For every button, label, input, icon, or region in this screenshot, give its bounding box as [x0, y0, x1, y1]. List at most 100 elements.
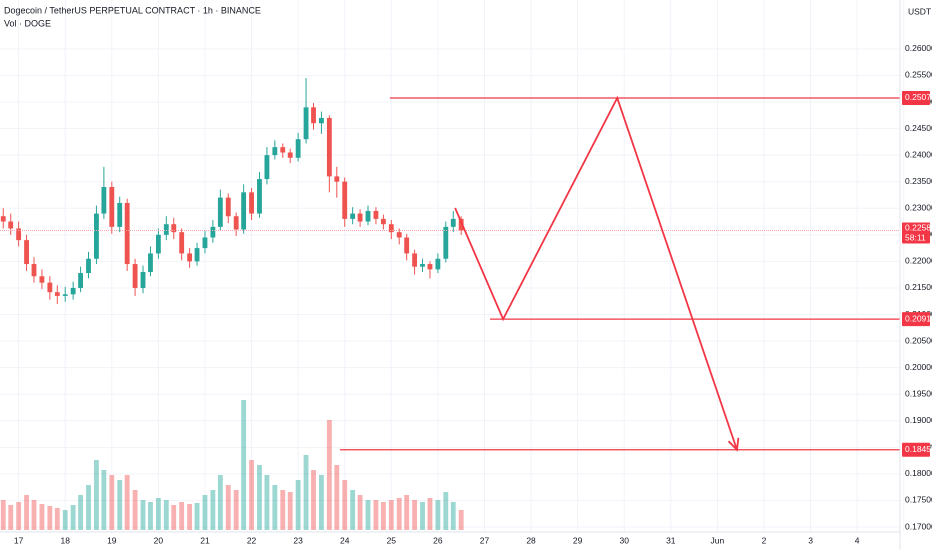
volume-bar — [101, 470, 107, 530]
level-label: 0.20913 — [905, 313, 932, 323]
candle-body — [264, 155, 270, 180]
volume-bar — [458, 510, 464, 530]
volume-bar — [365, 500, 371, 530]
x-tick-label: 27 — [480, 535, 490, 545]
candle-body — [210, 226, 216, 238]
x-tick-label: 18 — [60, 535, 70, 545]
candle-body — [124, 202, 130, 265]
candle-body — [311, 107, 316, 124]
x-tick-label: 2 — [762, 535, 767, 545]
x-tick-label: 29 — [573, 535, 583, 545]
candle-body — [420, 264, 425, 267]
candle-body — [8, 221, 14, 229]
x-tick-label: Jun — [711, 535, 725, 545]
candle-body — [47, 282, 53, 293]
candle-body — [132, 264, 138, 288]
candle-body — [342, 181, 348, 219]
volume-bar — [54, 508, 60, 530]
volume-bar — [194, 503, 200, 530]
volume-bar — [249, 460, 254, 530]
candle-body — [54, 292, 60, 296]
volume-layer — [0, 400, 464, 530]
volume-legend: Vol · DOGE — [4, 18, 51, 28]
volume-bar — [287, 492, 293, 530]
x-tick-label: 22 — [247, 535, 257, 545]
chart-title: Dogecoin / TetherUS PERPETUAL CONTRACT ·… — [4, 5, 261, 15]
candle-body — [450, 218, 456, 227]
volume-bar — [396, 498, 402, 530]
candle-body — [365, 210, 371, 222]
candle-body — [225, 197, 231, 217]
candle-body — [287, 152, 293, 158]
volume-bar — [16, 502, 22, 530]
candle-body — [217, 197, 223, 227]
volume-bar — [179, 502, 185, 530]
candle-body — [241, 192, 247, 230]
volume-bar — [31, 500, 37, 530]
volume-bar — [420, 502, 425, 530]
candle-body — [0, 216, 6, 222]
level-label: 0.25076 — [905, 92, 932, 102]
volume-bar — [357, 495, 363, 530]
x-tick-label: 20 — [154, 535, 164, 545]
volume-bar — [272, 485, 278, 530]
x-tick-label: 17 — [14, 535, 24, 545]
volume-bar — [202, 495, 208, 530]
volume-bar — [334, 465, 340, 530]
candle-body — [257, 179, 262, 214]
volume-bar — [86, 485, 91, 530]
volume-bar — [450, 502, 456, 530]
candle-body — [202, 237, 208, 249]
candle-body — [140, 272, 146, 288]
volume-bar — [404, 495, 410, 530]
volume-bar — [171, 505, 177, 530]
volume-bar — [233, 490, 239, 530]
volume-bar — [148, 502, 153, 530]
candle-body — [16, 228, 22, 241]
x-tick-label: 4 — [855, 535, 860, 545]
candle-body — [458, 218, 464, 231]
candle-body — [148, 253, 153, 273]
currency-label: USDT — [908, 6, 931, 16]
volume-bar — [412, 500, 418, 530]
volume-bar — [264, 475, 270, 530]
candle-body — [412, 253, 418, 267]
current-price-tag — [902, 222, 930, 244]
candle-body — [357, 213, 363, 222]
x-tick-label: 26 — [433, 535, 443, 545]
x-tick-label: 21 — [200, 535, 210, 545]
volume-bar — [427, 498, 433, 530]
level-tag — [902, 442, 930, 457]
volume-bar — [62, 510, 68, 530]
volume-bar — [117, 480, 123, 530]
candle-body — [350, 213, 356, 219]
volume-bar — [0, 500, 6, 530]
drawing-layer — [0, 95, 900, 452]
volume-bar — [94, 460, 99, 530]
volume-bar — [319, 475, 324, 530]
candle-body — [194, 248, 200, 262]
candle-body — [233, 216, 239, 230]
level-tag — [902, 90, 930, 105]
candle-body — [86, 258, 91, 274]
candle-body — [435, 258, 441, 270]
candle-body — [303, 107, 309, 140]
volume-bar — [39, 504, 45, 530]
candle-body — [62, 294, 68, 296]
candle-body — [334, 176, 340, 182]
candle-body — [163, 224, 169, 235]
volume-bar — [163, 500, 169, 530]
candle-body — [295, 139, 301, 158]
candle-body — [404, 237, 410, 254]
candle-body — [443, 226, 449, 259]
candle-body — [319, 117, 324, 124]
